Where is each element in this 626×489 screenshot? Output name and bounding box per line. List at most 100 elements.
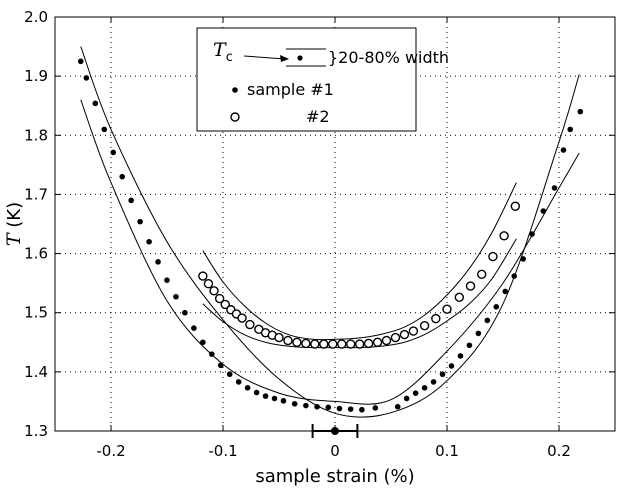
data-point-sample-1 [303, 402, 309, 409]
series-sample-1 [77, 58, 584, 413]
data-point-sample-1 [325, 404, 332, 411]
legend-marker-sample-1 [232, 87, 238, 93]
x-tick-label: 0.2 [547, 442, 571, 460]
y-tick-label: 1.9 [24, 67, 48, 85]
y-tick-label: 1.7 [24, 185, 48, 203]
data-point-sample-1 [457, 353, 464, 359]
data-point-sample-1 [448, 363, 455, 369]
data-point-sample-2 [301, 338, 311, 349]
data-point-sample-1 [421, 385, 428, 391]
data-point-sample-2 [488, 251, 498, 262]
data-point-sample-2 [431, 313, 441, 324]
data-point-sample-1 [466, 342, 473, 349]
y-tick-label: 1.3 [24, 422, 48, 440]
legend-arrow-head [280, 55, 289, 62]
data-point-sample-2 [354, 339, 365, 349]
y-tick-label: 1.6 [24, 245, 48, 263]
data-point-sample-1 [253, 389, 260, 396]
data-point-sample-1 [560, 147, 567, 153]
data-point-sample-1 [92, 100, 99, 107]
data-point-sample-2 [363, 338, 374, 349]
data-point-sample-1 [164, 277, 170, 283]
data-point-sample-1 [173, 293, 179, 300]
data-point-sample-1 [77, 58, 84, 65]
data-point-sample-1 [280, 398, 287, 404]
width-band-line [80, 46, 580, 418]
width-band-line [202, 238, 517, 349]
data-point-sample-2 [390, 332, 401, 343]
data-point-sample-2 [310, 339, 320, 349]
data-point-sample-2 [274, 332, 284, 343]
data-point-sample-1 [155, 259, 161, 265]
data-point-sample-2 [372, 337, 383, 347]
data-point-sample-1 [244, 385, 251, 391]
data-point-sample-2 [220, 299, 230, 310]
data-point-sample-2 [454, 292, 465, 303]
data-point-sample-2 [319, 339, 329, 349]
data-point-sample-2 [198, 271, 208, 281]
legend-width-label: }20-80% width [328, 48, 449, 67]
width-band-line [80, 99, 580, 405]
axis-ticks: -0.2 -0.1 0 0.1 0.2 1.3 1.4 1.5 1.6 1.7 1.8 1.9 2.0 [24, 8, 615, 460]
data-point-sample-1 [235, 379, 242, 385]
data-point-sample-1 [83, 75, 90, 81]
data-point-sample-2 [477, 269, 487, 279]
data-point-sample-2 [245, 319, 255, 330]
x-tick-label: 0 [330, 442, 340, 460]
data-point-sample-1 [146, 238, 152, 245]
data-point-sample-1 [577, 108, 584, 115]
data-point-sample-1 [430, 379, 437, 385]
data-point-sample-1 [291, 400, 298, 407]
data-point-sample-2 [419, 321, 430, 331]
data-point-sample-1 [502, 288, 509, 295]
legend-band-dot [297, 55, 303, 61]
data-point-sample-1 [567, 126, 573, 133]
data-point-sample-1 [511, 273, 517, 279]
y-tick-label: 2.0 [24, 8, 48, 26]
data-point-sample-2 [237, 313, 247, 323]
y-tick-label: 1.5 [24, 304, 48, 322]
data-point-sample-2 [283, 335, 293, 346]
data-point-sample-2 [499, 231, 509, 241]
data-point-sample-1 [314, 403, 320, 410]
data-point-sample-2 [510, 201, 521, 211]
data-point-sample-1 [540, 208, 547, 214]
data-point-sample-1 [191, 325, 197, 331]
data-point-sample-1 [412, 390, 419, 396]
data-point-sample-2 [209, 286, 219, 296]
y-tick-label: 1.4 [24, 363, 48, 381]
data-point-sample-1 [226, 371, 233, 378]
data-point-sample-1 [128, 197, 134, 204]
data-point-sample-2 [442, 304, 452, 314]
x-tick-label: 0.1 [435, 442, 459, 460]
x-axis-title: sample strain (%) [255, 466, 414, 487]
y-axis-title: T (K) [3, 202, 25, 246]
data-point-sample-2 [203, 279, 214, 289]
data-point-sample-1 [119, 173, 125, 180]
data-point-sample-1 [403, 395, 410, 402]
data-point-sample-1 [262, 393, 269, 399]
series-sample-2 [198, 201, 521, 349]
data-point-sample-1 [110, 149, 117, 156]
data-point-sample-1 [347, 406, 354, 412]
data-point-sample-2 [292, 337, 302, 347]
data-point-sample-2 [399, 329, 410, 340]
data-point-sample-1 [217, 362, 224, 369]
legend-label-sample-2: #2 [306, 107, 330, 126]
data-point-sample-1 [271, 395, 278, 402]
data-point-sample-2 [345, 339, 356, 349]
data-point-sample-1 [520, 256, 526, 262]
legend-label-sample-1: sample #1 [247, 80, 334, 99]
data-point-sample-1 [359, 406, 365, 413]
data-point-sample-2 [381, 335, 392, 346]
width-band-line [202, 182, 517, 341]
legend-tc-label: Tc [213, 39, 233, 65]
data-point-sample-1 [372, 405, 379, 411]
data-point-sample-1 [200, 339, 206, 346]
y-tick-label: 1.8 [24, 126, 48, 144]
data-point-sample-1 [439, 371, 446, 378]
data-point-sample-1 [529, 231, 535, 237]
legend-marker-sample-2 [230, 112, 240, 122]
data-point-sample-1 [101, 126, 108, 133]
